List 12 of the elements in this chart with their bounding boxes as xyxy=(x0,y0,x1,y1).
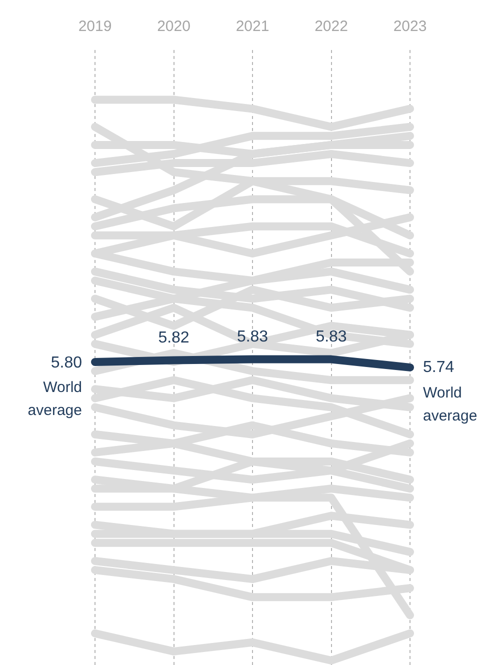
data-label: 5.74 xyxy=(423,358,454,376)
data-label: 5.83 xyxy=(316,328,347,346)
data-label: 5.83 xyxy=(236,328,268,346)
x-tick-label: 2023 xyxy=(393,18,427,36)
x-tick-label: 2021 xyxy=(236,18,270,36)
annotation: World average xyxy=(423,384,478,425)
x-tick-label: 2022 xyxy=(314,18,348,36)
data-label: 5.82 xyxy=(158,330,190,347)
x-tick-label: 2019 xyxy=(78,18,112,36)
x-tick-label: 2020 xyxy=(157,18,190,36)
annotation: World average xyxy=(28,379,82,420)
data-label: 5.80 xyxy=(50,354,82,372)
